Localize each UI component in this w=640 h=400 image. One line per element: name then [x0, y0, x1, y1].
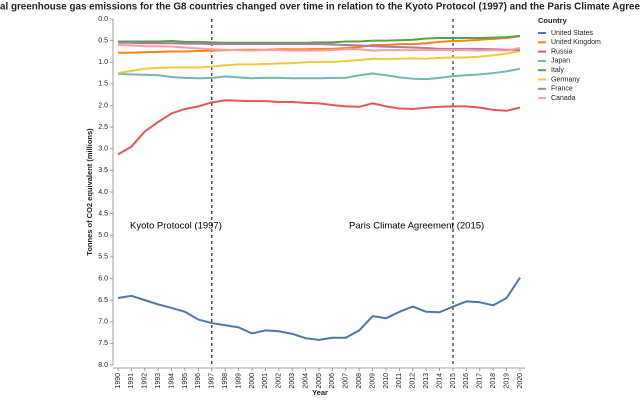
x-tick-label: 2000 — [249, 373, 256, 389]
x-tick-label: 1994 — [168, 373, 175, 389]
y-tick-label: 6.0 — [98, 275, 108, 282]
x-tick-label: 2020 — [517, 373, 524, 389]
series-line — [117, 67, 521, 81]
series-line — [118, 35, 521, 54]
x-tick-label: 1995 — [182, 373, 189, 389]
x-tick-label: 1999 — [235, 373, 242, 389]
legend-label: Italy — [551, 67, 564, 74]
series-line — [118, 34, 521, 44]
x-tick-label: 2019 — [503, 373, 510, 389]
x-tick-label: 2010 — [383, 373, 390, 389]
legend-label: France — [551, 86, 573, 93]
y-tick-label: 0.5 — [98, 37, 108, 44]
x-tick-label: 2004 — [302, 373, 309, 389]
y-tick-label: 4.0 — [98, 189, 108, 196]
x-tick-label: 2005 — [316, 373, 323, 389]
x-tick-label: 1997 — [209, 373, 216, 389]
x-tick-label: 2003 — [289, 373, 296, 389]
y-tick-label: 2.5 — [98, 124, 108, 131]
legend-label: Russia — [551, 48, 573, 55]
x-tick-label: 1992 — [142, 373, 149, 389]
x-tick-label: 1996 — [195, 373, 202, 389]
x-tick-label: 2014 — [436, 373, 443, 389]
y-tick-label: 1.0 — [98, 59, 108, 66]
x-tick-label: 2002 — [276, 373, 283, 389]
series-line — [117, 50, 521, 75]
y-tick-label: 2.0 — [98, 102, 108, 109]
y-tick-label: 5.0 — [98, 232, 108, 239]
y-tick-label: 5.5 — [98, 254, 108, 261]
x-tick-label: 1998 — [222, 373, 229, 389]
x-tick-label: 2009 — [369, 373, 376, 389]
y-tick-label: 4.5 — [98, 210, 108, 217]
legend-label: Germany — [551, 76, 580, 83]
x-tick-label: 2017 — [477, 373, 484, 389]
x-axis-title: Year — [312, 388, 328, 397]
annotation-label: Paris Climate Agreement (2015) — [349, 221, 484, 232]
x-tick-label: 2001 — [262, 373, 269, 389]
x-tick-label: 2013 — [423, 373, 430, 389]
legend-label: United States — [551, 30, 594, 37]
x-tick-label: 1990 — [115, 373, 122, 389]
legend-label: Canada — [551, 95, 576, 102]
y-tick-label: 8.0 — [98, 362, 108, 369]
chart-title: al greenhouse gas emissions for the G8 c… — [0, 2, 640, 13]
series-line — [118, 41, 521, 52]
legend-label: United Kingdom — [551, 39, 601, 46]
y-tick-label: 1.5 — [98, 81, 108, 88]
series-line — [117, 43, 521, 52]
series-line — [117, 277, 521, 341]
y-tick-label: 7.5 — [98, 340, 108, 347]
annotation-label: Kyoto Protocol (1997) — [130, 221, 222, 232]
x-tick-label: 1993 — [155, 373, 162, 389]
x-tick-label: 1991 — [128, 373, 135, 389]
x-tick-label: 2012 — [410, 373, 417, 389]
y-tick-label: 6.5 — [98, 297, 108, 304]
x-tick-label: 2006 — [329, 373, 336, 389]
legend-label: Japan — [551, 58, 570, 65]
y-tick-label: 3.5 — [98, 167, 108, 174]
y-tick-label: 0.0 — [98, 16, 108, 23]
x-tick-label: 2011 — [396, 373, 403, 388]
series-line — [117, 99, 521, 156]
x-tick-label: 2018 — [490, 373, 497, 389]
x-tick-label: 2008 — [356, 373, 363, 389]
x-tick-label: 2016 — [463, 373, 470, 389]
y-tick-label: 7.0 — [98, 319, 108, 326]
y-tick-label: 3.0 — [98, 146, 108, 153]
legend-title: Country — [538, 16, 568, 25]
x-tick-label: 2015 — [450, 373, 457, 389]
x-tick-label: 2007 — [343, 373, 350, 389]
y-axis-title: Tonnes of CO2 equivalent (millions) — [85, 128, 94, 256]
